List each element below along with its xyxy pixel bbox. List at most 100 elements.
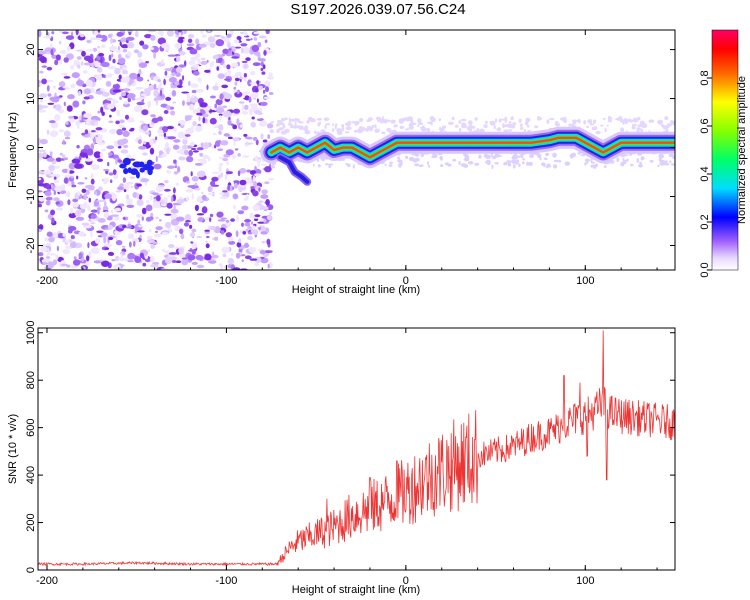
- snr-frame: [37, 327, 676, 571]
- noise-speck: [212, 55, 219, 60]
- noise-speck: [251, 116, 255, 120]
- noise-speck: [137, 219, 141, 226]
- noise-speck: [304, 130, 311, 135]
- noise-speck: [252, 97, 257, 100]
- noise-speck: [212, 133, 217, 136]
- noise-speck: [176, 55, 181, 63]
- noise-speck: [261, 163, 267, 166]
- noise-speck: [147, 30, 157, 33]
- noise-speck: [212, 251, 215, 256]
- noise-speck: [74, 163, 83, 169]
- noise-speck: [136, 76, 144, 82]
- noise-speck: [178, 36, 185, 40]
- noise-speck: [238, 101, 245, 104]
- noise-speck: [136, 192, 140, 199]
- noise-speck: [359, 128, 366, 131]
- noise-speck: [529, 153, 534, 159]
- noise-speck: [214, 103, 217, 109]
- noise-speck: [247, 231, 252, 235]
- noise-speck: [42, 261, 47, 265]
- noise-speck: [149, 147, 155, 155]
- noise-speck: [47, 93, 52, 97]
- noise-speck: [67, 94, 75, 100]
- noise-speck: [252, 175, 256, 182]
- noise-speck: [226, 160, 229, 166]
- noise-speck: [204, 229, 210, 232]
- noise-speck: [200, 30, 204, 34]
- noise-speck: [239, 179, 247, 186]
- noise-speck: [268, 72, 273, 78]
- noise-speck: [159, 219, 162, 222]
- noise-speck: [211, 176, 219, 182]
- noise-speck: [38, 177, 42, 181]
- noise-speck: [503, 162, 508, 166]
- noise-speck: [619, 119, 625, 123]
- noise-speck: [247, 235, 253, 241]
- noise-speck: [615, 118, 618, 121]
- noise-speck: [101, 260, 110, 267]
- noise-speck: [82, 70, 88, 74]
- noise-speck: [260, 225, 266, 233]
- noise-speck: [213, 226, 216, 233]
- noise-speck: [233, 108, 241, 114]
- noise-speck: [122, 144, 129, 149]
- noise-speck: [228, 240, 236, 245]
- noise-speck: [83, 55, 92, 62]
- noise-speck: [128, 233, 134, 240]
- noise-speck: [94, 137, 103, 144]
- noise-speck: [201, 57, 206, 61]
- noise-speck: [648, 119, 655, 123]
- noise-speck: [231, 62, 239, 68]
- noise-speck: [215, 107, 225, 114]
- noise-speck: [464, 154, 470, 160]
- noise-speck: [149, 123, 155, 128]
- noise-speck: [182, 145, 188, 150]
- noise-speck: [182, 100, 185, 106]
- noise-speck: [198, 116, 201, 121]
- noise-speck: [191, 176, 199, 182]
- noise-speck: [80, 33, 85, 38]
- noise-speck: [266, 123, 274, 129]
- noise-speck: [512, 122, 517, 125]
- noise-speck: [288, 120, 291, 124]
- noise-speck: [240, 43, 248, 47]
- noise-speck: [233, 180, 240, 183]
- noise-speck: [172, 144, 180, 150]
- noise-speck: [205, 243, 210, 249]
- noise-speck: [230, 123, 234, 126]
- noise-speck: [312, 163, 315, 167]
- noise-speck: [243, 63, 248, 69]
- noise-speck: [266, 215, 272, 221]
- noise-speck: [279, 120, 283, 125]
- noise-speck: [636, 158, 640, 163]
- noise-speck: [209, 42, 216, 48]
- noise-speck: [53, 197, 60, 202]
- noise-speck: [129, 72, 138, 80]
- noise-speck: [440, 164, 444, 168]
- noise-speck: [236, 118, 240, 126]
- noise-speck: [118, 53, 122, 59]
- noise-speck: [76, 79, 84, 86]
- noise-speck: [553, 159, 560, 163]
- noise-speck: [189, 103, 195, 111]
- noise-speck: [218, 174, 221, 179]
- noise-speck: [606, 124, 609, 127]
- noise-speck: [268, 177, 274, 181]
- noise-speck: [148, 228, 152, 233]
- noise-speck: [161, 231, 169, 236]
- noise-speck: [555, 121, 559, 125]
- colorbar-tick-label: 0.0: [699, 262, 711, 277]
- noise-speck: [608, 117, 613, 120]
- noise-speck: [485, 159, 491, 165]
- x-tick-label: -100: [215, 575, 237, 587]
- noise-speck: [138, 62, 148, 68]
- noise-speck: [130, 185, 134, 188]
- noise-speck: [211, 171, 220, 175]
- noise-speck: [153, 233, 162, 238]
- noise-speck: [669, 160, 672, 164]
- noise-speck: [168, 244, 175, 249]
- noise-speck: [185, 127, 195, 134]
- noise-speck: [82, 100, 86, 105]
- noise-speck: [156, 98, 158, 106]
- noise-speck: [91, 164, 100, 170]
